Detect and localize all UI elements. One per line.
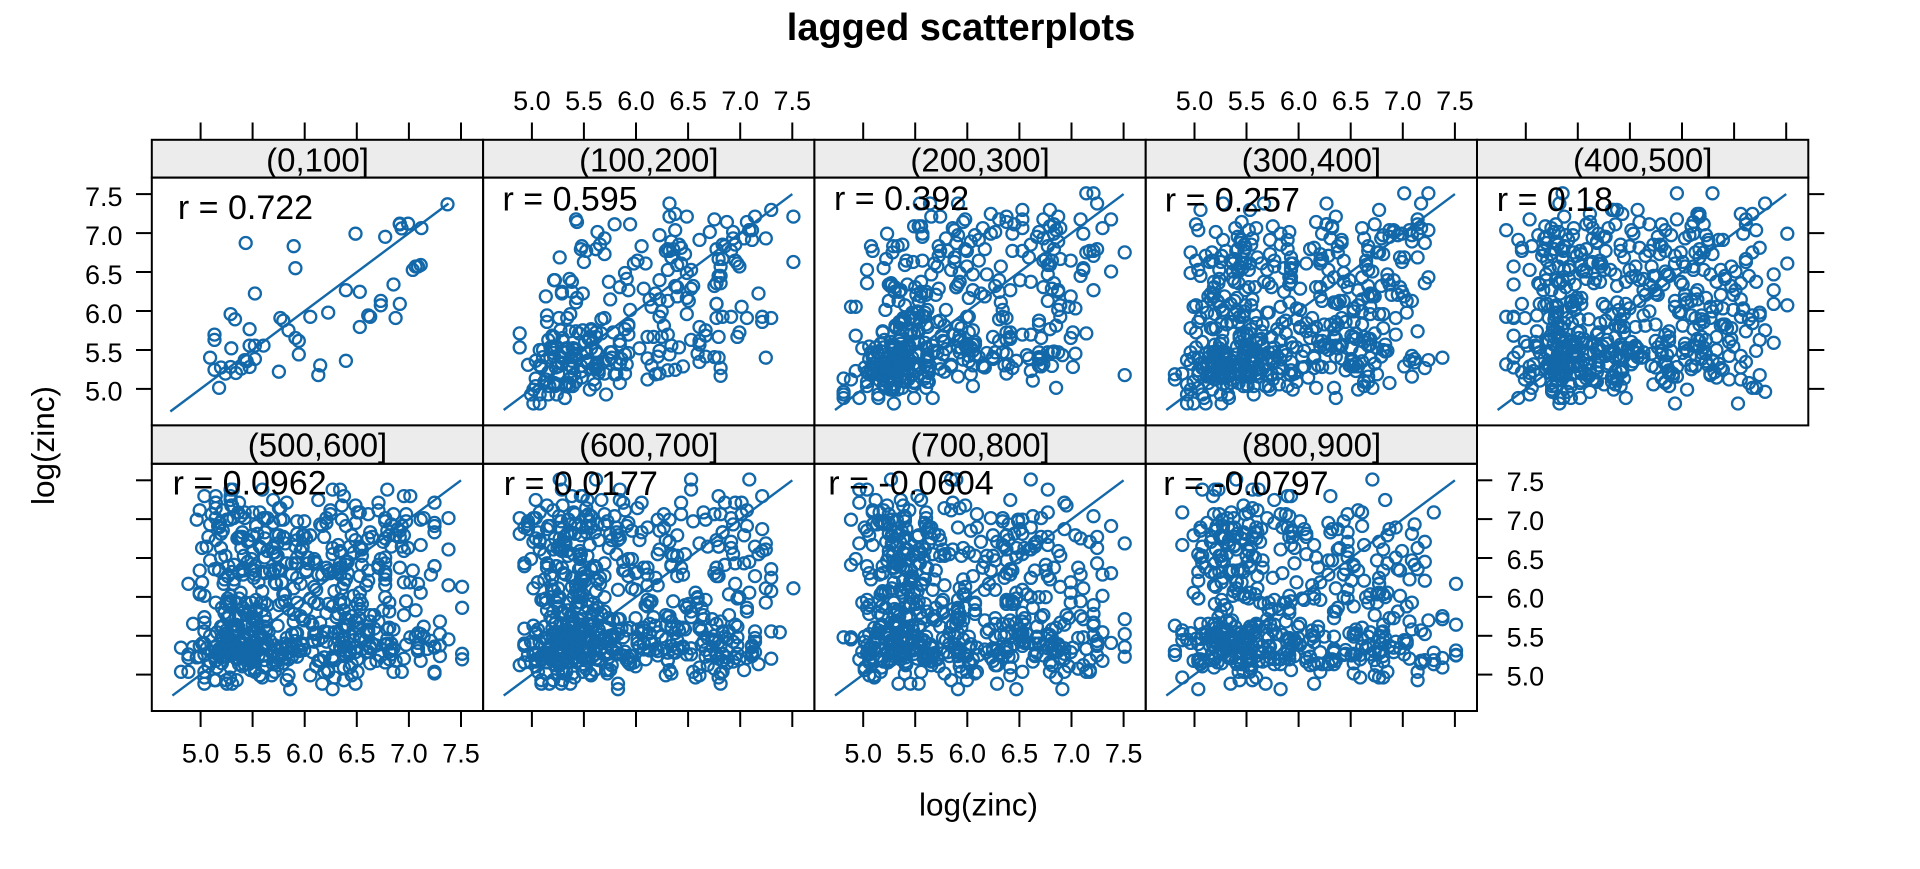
- svg-text:7.0: 7.0: [1384, 86, 1422, 116]
- svg-text:lagged scatterplots: lagged scatterplots: [787, 7, 1135, 49]
- svg-text:r = 0.722: r = 0.722: [178, 189, 313, 227]
- svg-text:r = 0.0177: r = 0.0177: [504, 465, 658, 503]
- svg-text:7.0: 7.0: [721, 86, 759, 116]
- svg-text:7.0: 7.0: [1053, 739, 1091, 769]
- svg-text:(500,600]: (500,600]: [248, 427, 387, 464]
- svg-text:6.5: 6.5: [669, 86, 707, 116]
- svg-text:(0,100]: (0,100]: [266, 142, 369, 179]
- svg-text:7.0: 7.0: [1507, 506, 1545, 536]
- svg-text:r = 0.257: r = 0.257: [1165, 182, 1300, 220]
- svg-text:6.5: 6.5: [1001, 739, 1039, 769]
- svg-text:6.5: 6.5: [338, 739, 376, 769]
- svg-text:5.5: 5.5: [1228, 86, 1266, 116]
- svg-text:7.5: 7.5: [1436, 86, 1474, 116]
- svg-text:6.5: 6.5: [1332, 86, 1370, 116]
- svg-text:5.0: 5.0: [513, 86, 551, 116]
- svg-text:r = -0.0797: r = -0.0797: [1163, 465, 1328, 503]
- svg-text:r = 0.595: r = 0.595: [503, 181, 638, 219]
- svg-text:6.0: 6.0: [1280, 86, 1318, 116]
- svg-text:(200,300]: (200,300]: [910, 142, 1049, 179]
- svg-text:r = -0.0604: r = -0.0604: [828, 465, 993, 503]
- svg-text:(300,400]: (300,400]: [1242, 142, 1381, 179]
- svg-text:(600,700]: (600,700]: [579, 427, 718, 464]
- svg-text:7.5: 7.5: [1507, 467, 1545, 497]
- svg-text:5.0: 5.0: [844, 739, 882, 769]
- svg-text:6.5: 6.5: [85, 260, 123, 290]
- svg-text:7.5: 7.5: [85, 182, 123, 212]
- svg-text:7.5: 7.5: [1105, 739, 1143, 769]
- svg-text:5.5: 5.5: [896, 739, 934, 769]
- svg-text:6.0: 6.0: [949, 739, 987, 769]
- svg-text:(100,200]: (100,200]: [579, 142, 718, 179]
- svg-text:5.0: 5.0: [85, 377, 123, 407]
- svg-text:(800,900]: (800,900]: [1242, 427, 1381, 464]
- svg-text:5.0: 5.0: [1176, 86, 1214, 116]
- svg-text:(400,500]: (400,500]: [1573, 142, 1712, 179]
- svg-text:6.0: 6.0: [286, 739, 324, 769]
- svg-text:5.5: 5.5: [234, 739, 272, 769]
- svg-text:6.0: 6.0: [85, 299, 123, 329]
- svg-text:5.5: 5.5: [1507, 623, 1545, 653]
- svg-text:r = 0.18: r = 0.18: [1497, 181, 1613, 219]
- svg-text:7.0: 7.0: [390, 739, 428, 769]
- svg-text:(700,800]: (700,800]: [910, 427, 1049, 464]
- svg-text:5.0: 5.0: [182, 739, 220, 769]
- svg-text:r = 0.392: r = 0.392: [834, 180, 969, 218]
- svg-text:log(zinc): log(zinc): [919, 787, 1038, 823]
- svg-text:log(zinc): log(zinc): [25, 386, 61, 505]
- svg-text:5.0: 5.0: [1507, 661, 1545, 691]
- svg-text:6.0: 6.0: [617, 86, 655, 116]
- svg-text:6.5: 6.5: [1507, 545, 1545, 575]
- svg-text:7.5: 7.5: [774, 86, 812, 116]
- svg-text:5.5: 5.5: [85, 338, 123, 368]
- svg-text:7.5: 7.5: [442, 739, 480, 769]
- svg-text:6.0: 6.0: [1507, 584, 1545, 614]
- svg-text:r = 0.0962: r = 0.0962: [173, 464, 327, 502]
- svg-text:5.5: 5.5: [565, 86, 603, 116]
- svg-text:7.0: 7.0: [85, 221, 123, 251]
